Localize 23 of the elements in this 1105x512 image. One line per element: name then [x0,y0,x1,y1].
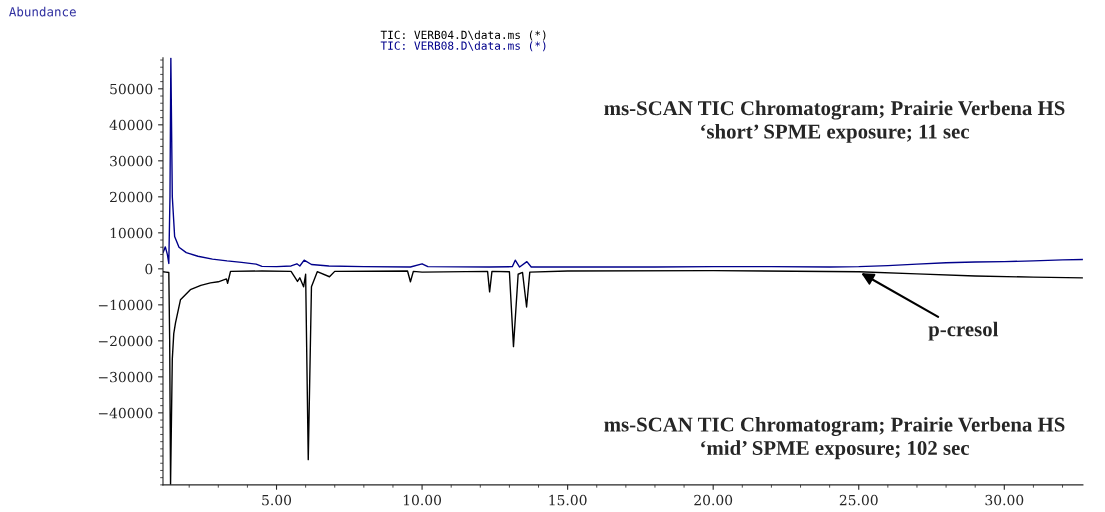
x-tick-label: 10.00 [403,494,442,506]
x-tick-label: 30.00 [985,494,1024,506]
y-tick-label: 20000 [110,191,153,203]
y-axis-title: Abundance [9,6,76,17]
text: TIC: VERB08.D\data.ms (*) [380,41,546,52]
x-tick-label: 25.00 [839,494,878,506]
y-tick-label: 30000 [110,155,153,167]
annotation: p-cresol [928,321,999,341]
x-tick-label: 5.00 [262,494,292,506]
annotation: ms-SCAN TIC Chromatogram; Prairie Verbena HS ‘short’ SPME exposure; 11 sec [604,100,1065,143]
y-tick-label: 0 [145,263,153,275]
y-tick-label: −40000 [98,407,153,419]
x-tick-label: 15.00 [549,494,587,506]
y-tick-label: −20000 [98,335,153,347]
y-tick-label: −30000 [98,371,153,383]
line-series [162,57,1083,268]
text: TIC: VERB04.D\data.ms (*) [380,30,546,41]
x-tick-label: 20.00 [694,494,733,506]
annotation: ms-SCAN TIC Chromatogram; Prairie Verbena HS ‘mid’ SPME exposure; 102 sec [604,416,1065,460]
y-tick-label: 50000 [110,83,153,95]
y-tick-label: −10000 [98,299,153,311]
y-tick-label: 10000 [110,227,153,239]
y-tick-label: 40000 [109,119,153,131]
